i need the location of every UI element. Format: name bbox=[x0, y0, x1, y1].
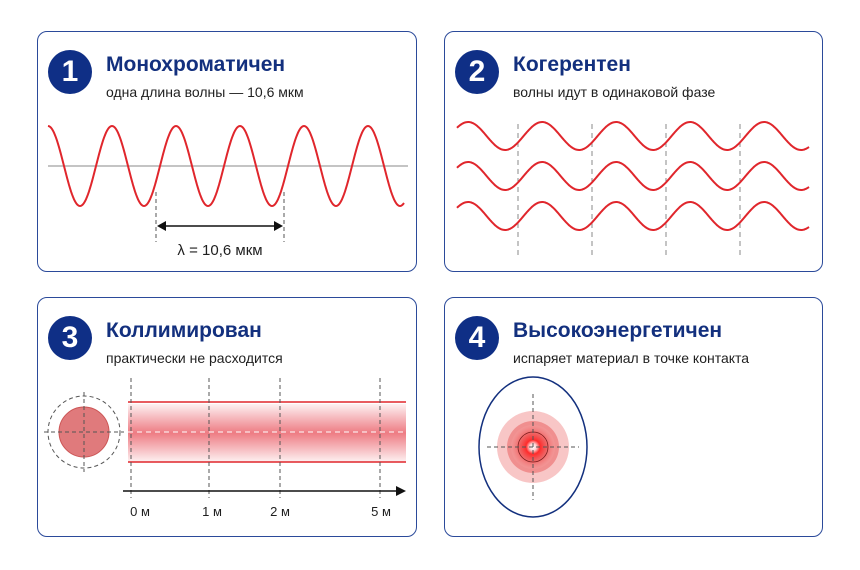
monochromatic-wave-diagram: λ = 10,6 мкм bbox=[47, 124, 408, 259]
panel-number-badge: 3 bbox=[48, 316, 92, 360]
coherent-panel: 2 Когерентен волны идут в одинаковой фаз… bbox=[444, 31, 823, 272]
distance-label-1: 1 м bbox=[202, 504, 222, 519]
sine-wave bbox=[47, 124, 405, 208]
contact-area-outline bbox=[478, 376, 588, 518]
distance-axis-arrow bbox=[396, 486, 406, 496]
panel-title: Высокоэнергетичен bbox=[513, 319, 723, 342]
coherent-waves-diagram bbox=[456, 121, 810, 256]
monochromatic-panel: 1 Монохроматичен одна длина волны — 10,6… bbox=[37, 31, 417, 272]
collimated-beam-diagram: 0 м 1 м 2 м 5 м bbox=[44, 378, 406, 519]
collimated-beam bbox=[128, 404, 406, 462]
panel-number-badge: 1 bbox=[48, 50, 92, 94]
panel-subtitle: испаряет материал в точке контакта bbox=[513, 350, 750, 366]
energy-spot-diagram bbox=[478, 376, 588, 518]
panel-subtitle: практически не расходится bbox=[106, 350, 283, 366]
panel-subtitle: одна длина волны — 10,6 мкм bbox=[106, 84, 304, 100]
panel-number-badge: 4 bbox=[455, 316, 499, 360]
panel-number-badge: 2 bbox=[455, 50, 499, 94]
wavelength-label: λ = 10,6 мкм bbox=[177, 242, 262, 259]
coherent-wave bbox=[456, 121, 810, 151]
distance-label-2: 2 м bbox=[270, 504, 290, 519]
collimated-panel: 3 Коллимирован практически не расходится bbox=[37, 297, 417, 537]
panel-title: Коллимирован bbox=[106, 319, 262, 342]
distance-label-5: 5 м bbox=[371, 504, 391, 519]
arrowhead-left bbox=[157, 221, 166, 231]
coherent-wave bbox=[456, 161, 810, 191]
panel-title: Монохроматичен bbox=[106, 53, 286, 76]
high-energy-panel: 4 Высокоэнергетичен испаряет материал в … bbox=[444, 297, 823, 537]
panel-subtitle: волны идут в одинаковой фазе bbox=[513, 84, 716, 100]
coherent-wave bbox=[456, 201, 810, 231]
panel-title: Когерентен bbox=[513, 53, 631, 76]
arrowhead-right bbox=[274, 221, 283, 231]
distance-label-0: 0 м bbox=[130, 504, 150, 519]
